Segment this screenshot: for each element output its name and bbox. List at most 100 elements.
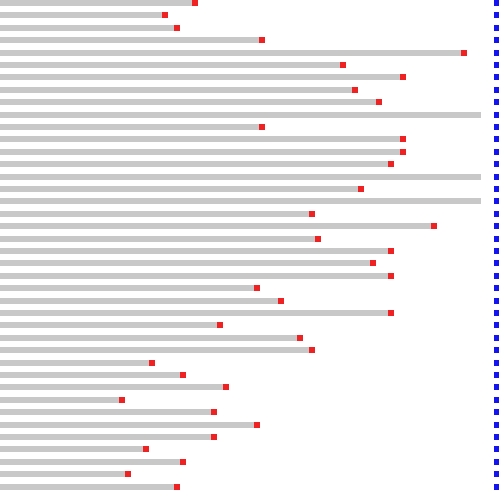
progress-marker: [388, 310, 394, 316]
progress-marker: [352, 87, 358, 93]
limit-line-dash: [494, 87, 499, 93]
limit-line-dash: [494, 322, 499, 328]
progress-bar: [0, 260, 370, 266]
progress-marker: [388, 161, 394, 167]
progress-bar: [0, 360, 149, 366]
limit-line-dash: [494, 384, 499, 390]
progress-bar: [0, 0, 192, 6]
progress-marker: [119, 397, 125, 403]
progress-bar: [0, 62, 340, 68]
limit-line-dash: [494, 112, 499, 118]
progress-bar: [0, 236, 315, 242]
progress-bar: [0, 12, 162, 18]
limit-line-dash: [494, 471, 499, 477]
progress-marker: [376, 99, 382, 105]
progress-marker: [259, 37, 265, 43]
limit-line-dash: [494, 397, 499, 403]
limit-line-dash: [494, 174, 499, 180]
progress-marker: [211, 409, 217, 415]
limit-line-dash: [494, 484, 499, 490]
progress-marker: [223, 384, 229, 390]
limit-line-dash: [494, 446, 499, 452]
progress-marker: [370, 260, 376, 266]
progress-bar: [0, 335, 297, 341]
progress-bar: [0, 198, 481, 204]
progress-bar: [0, 99, 376, 105]
progress-marker: [211, 434, 217, 440]
progress-marker: [278, 298, 284, 304]
limit-line-dash: [494, 99, 499, 105]
progress-bar: [0, 322, 217, 328]
progress-marker: [400, 136, 406, 142]
limit-line-dash: [494, 50, 499, 56]
progress-marker: [400, 149, 406, 155]
progress-bar: [0, 484, 174, 490]
progress-marker: [217, 322, 223, 328]
limit-line-dash: [494, 273, 499, 279]
limit-line-dash: [494, 0, 499, 6]
progress-marker: [340, 62, 346, 68]
progress-bar: [0, 87, 352, 93]
progress-bar: [0, 397, 119, 403]
limit-line-dash: [494, 422, 499, 428]
progress-marker: [125, 471, 131, 477]
limit-line-dash: [494, 186, 499, 192]
progress-marker: [180, 459, 186, 465]
limit-line-dash: [494, 335, 499, 341]
limit-line-dash: [494, 198, 499, 204]
limit-line-dash: [494, 248, 499, 254]
progress-marker: [192, 0, 198, 6]
progress-bar: [0, 409, 211, 415]
progress-bar: [0, 310, 388, 316]
progress-marker: [254, 285, 260, 291]
progress-bar: [0, 471, 125, 477]
progress-bar: [0, 136, 400, 142]
progress-bar: [0, 174, 481, 180]
progress-marker: [358, 186, 364, 192]
progress-bar: [0, 434, 211, 440]
progress-bar: [0, 372, 180, 378]
progress-bar: [0, 446, 143, 452]
limit-line-dash: [494, 310, 499, 316]
progress-marker: [297, 335, 303, 341]
progress-bar: [0, 273, 388, 279]
progress-bar: [0, 285, 254, 291]
progress-marker: [315, 236, 321, 242]
limit-line-dash: [494, 211, 499, 217]
limit-line-dash: [494, 347, 499, 353]
progress-marker: [143, 446, 149, 452]
limit-line-dash: [494, 223, 499, 229]
progress-bar: [0, 74, 400, 80]
limit-line-dash: [494, 298, 499, 304]
progress-marker: [174, 25, 180, 31]
limit-line-dash: [494, 260, 499, 266]
progress-marker: [254, 422, 260, 428]
progress-bar: [0, 37, 259, 43]
progress-bar: [0, 161, 388, 167]
limit-line-dash: [494, 37, 499, 43]
limit-line-dash: [494, 409, 499, 415]
limit-line-dash: [494, 124, 499, 130]
progress-marker: [388, 273, 394, 279]
limit-line-dash: [494, 434, 499, 440]
progress-bar: [0, 112, 481, 118]
limit-line-dash: [494, 285, 499, 291]
progress-bar: [0, 223, 431, 229]
limit-line-dash: [494, 161, 499, 167]
progress-bar: [0, 422, 254, 428]
limit-line-dash: [494, 372, 499, 378]
progress-bar: [0, 211, 309, 217]
progress-bar: [0, 459, 180, 465]
limit-line-dash: [494, 136, 499, 142]
limit-line-dash: [494, 236, 499, 242]
progress-marker: [309, 211, 315, 217]
limit-line-dash: [494, 149, 499, 155]
progress-bar: [0, 50, 461, 56]
progress-bar: [0, 347, 309, 353]
limit-line-dash: [494, 459, 499, 465]
progress-marker: [309, 347, 315, 353]
progress-marker: [388, 248, 394, 254]
progress-marker: [431, 223, 437, 229]
progress-bar: [0, 186, 358, 192]
